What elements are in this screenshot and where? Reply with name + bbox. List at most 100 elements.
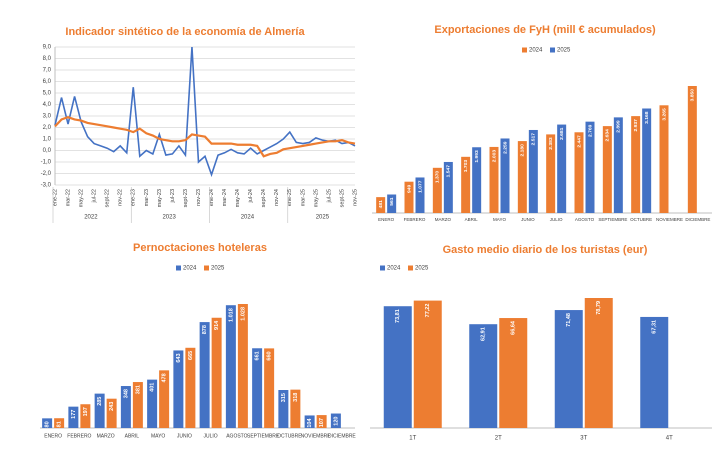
value-label: 3.265 (661, 108, 667, 121)
bar (376, 197, 386, 213)
y-tick-label: 5,0 (43, 91, 52, 97)
value-label: 120 (333, 417, 339, 426)
value-label: 243 (109, 402, 115, 411)
x-tick-label: ABRIL (125, 433, 140, 439)
x-tick-label: ENERO (44, 433, 62, 439)
x-tick-label: DICIEMBRE (685, 217, 710, 222)
value-label: 81 (57, 421, 63, 427)
legend-label: 2024 (387, 266, 401, 272)
value-label: 71,48 (566, 313, 572, 327)
y-tick-label: 1,0 (43, 137, 52, 143)
x-tick-label: FEBRERO (404, 217, 426, 222)
bar (413, 300, 442, 428)
value-label: 1.703 (463, 160, 469, 173)
legend-swatch (380, 265, 385, 271)
x-tick-label: MARZO (435, 217, 452, 222)
x-tick-label: jul-23 (170, 189, 176, 203)
bar (489, 146, 499, 213)
x-tick-label: JUNIO (177, 433, 192, 439)
bar (211, 317, 222, 428)
bar (237, 304, 248, 428)
x-tick-label: mar-22 (65, 189, 71, 206)
value-label: 561 (389, 197, 395, 205)
x-tick-label: JULIO (550, 217, 563, 222)
x-tick-label: may-22 (79, 189, 85, 207)
x-tick-label: may-25 (313, 189, 319, 207)
bar (443, 161, 453, 213)
bar (80, 404, 91, 428)
x-tick-label: mar-25 (300, 189, 306, 206)
value-label: 3.850 (690, 89, 696, 102)
value-label: 73,81 (395, 309, 401, 323)
x-tick-label: NOVIEMBRE (301, 433, 332, 439)
value-label: 661 (255, 351, 261, 360)
value-label: 104 (307, 418, 313, 428)
x-tick-label: MARZO (97, 433, 115, 439)
y-tick-label: 2,0 (43, 125, 52, 131)
value-label: 665 (188, 351, 194, 360)
legend-label: 2024 (529, 48, 543, 54)
value-label: 348 (123, 389, 129, 398)
value-label: 2.180 (520, 144, 526, 157)
value-label: 2.634 (605, 129, 611, 142)
chart-title: Exportaciones de FyH (mill € acumulados) (434, 24, 656, 36)
bar (42, 418, 53, 428)
value-label: 1.370 (435, 171, 441, 184)
value-label: 77,22 (425, 304, 431, 318)
value-label: 401 (150, 383, 156, 392)
x-tick-label: sept-23 (183, 189, 189, 207)
value-label: 285 (97, 397, 103, 406)
y-tick-label: 3,0 (43, 114, 52, 120)
x-tick-label: AGOSTO (575, 217, 595, 222)
bar (330, 413, 341, 428)
bar (432, 167, 442, 213)
legend-swatch (522, 47, 527, 53)
value-label: 78,79 (596, 301, 602, 315)
x-tick-label: jul-22 (92, 189, 98, 203)
value-label: 660 (267, 351, 273, 360)
bar (631, 116, 641, 213)
x-tick-label: nov-23 (196, 189, 202, 206)
x-tick-label: sept-22 (105, 189, 111, 207)
legend-label: 2025 (415, 266, 429, 272)
bar (383, 306, 412, 428)
y-tick-label: -2,0 (41, 171, 52, 177)
bar (461, 156, 471, 213)
x-tick-label: MAYO (151, 433, 165, 439)
year-label: 2025 (316, 215, 330, 221)
bar (304, 415, 315, 428)
x-tick-label: jul-24 (248, 189, 254, 203)
chart-title: Indicador sintético de la economía de Al… (65, 26, 305, 38)
x-tick-label: ene-23 (131, 189, 137, 206)
bar (252, 348, 263, 428)
x-tick-label: MAYO (493, 217, 506, 222)
value-label: 2.383 (548, 137, 554, 150)
y-tick-label: -1,0 (41, 160, 52, 166)
bar (640, 316, 669, 428)
bar (199, 322, 210, 428)
x-tick-label: mar-23 (144, 189, 150, 206)
value-label: 2.517 (531, 133, 537, 146)
x-tick-label: JULIO (204, 433, 218, 439)
x-tick-label: SEPTIEMBRE (247, 433, 280, 439)
y-tick-label: -3,0 (41, 183, 52, 189)
series-line (54, 46, 356, 178)
y-tick-label: 4,0 (43, 102, 52, 108)
legend-label: 2024 (183, 266, 197, 272)
bar (54, 418, 65, 428)
bar (147, 379, 158, 428)
x-tick-label: 1T (409, 436, 416, 442)
value-label: 481 (378, 200, 384, 208)
bar (225, 305, 236, 428)
bar (687, 86, 697, 213)
bar (469, 324, 498, 428)
legend-swatch (408, 265, 413, 271)
x-tick-label: nov-25 (352, 189, 358, 206)
bar (290, 389, 301, 428)
value-label: 2.769 (587, 124, 593, 137)
bar (499, 318, 528, 428)
bar (159, 370, 170, 428)
bar (602, 126, 612, 213)
y-tick-label: 6,0 (43, 79, 52, 85)
x-tick-label: OCTUBRE (277, 433, 302, 439)
